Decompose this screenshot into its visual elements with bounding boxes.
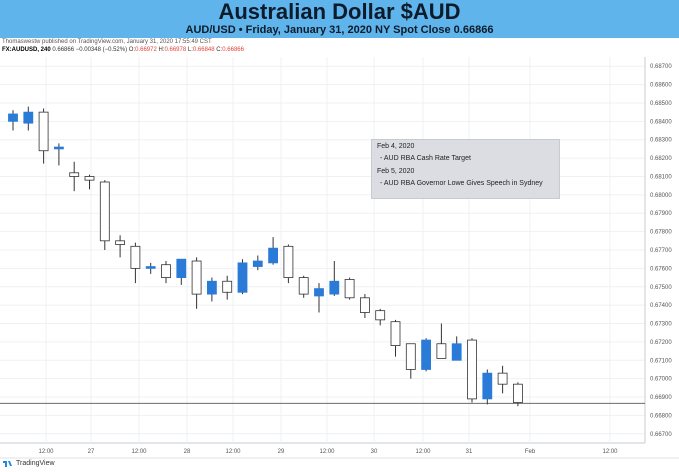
candle-body [8,113,18,122]
candle-body [482,372,493,400]
y-tick-label: 0.68300 [650,138,672,144]
close-label: C: [216,47,223,53]
y-tick-label: 0.67600 [650,266,672,272]
y-tick-label: 0.67200 [650,340,672,346]
x-tick-label: 31 [466,449,473,455]
x-tick-label: Feb [525,449,536,455]
candle-body [405,343,416,370]
symbol-info-bar: FX:AUDUSD, 240 0.66866 −0.00348 (−0.52%)… [2,47,244,53]
y-tick-label: 0.67000 [650,377,672,383]
y-tick-label: 0.67100 [650,358,672,364]
chart-title: Australian Dollar $AUD [218,0,461,24]
candle-body [268,247,279,264]
high-value: 0.66978 [164,47,187,53]
candle-body [237,262,248,293]
event-date-1: Feb 4, 2020 [377,143,415,150]
x-tick-label: 28 [184,449,191,455]
candle-body [252,260,263,267]
low-value: 0.66848 [192,47,215,53]
candle-body [314,288,324,297]
candle-body [421,339,432,370]
x-tick-label: 30 [371,449,378,455]
y-tick-label: 0.68200 [650,156,672,162]
y-tick-label: 0.67900 [650,211,672,217]
candle-body [344,279,355,299]
candle-body [38,111,49,152]
candle-body [390,321,401,346]
x-tick-label: 12:00 [319,449,335,455]
candle-body [283,245,294,278]
x-tick-label: 12:00 [225,449,241,455]
y-tick-label: 0.67500 [650,285,672,291]
close-value: 0.66866 [222,47,244,53]
y-tick-label: 0.68100 [650,174,672,180]
candle-body [298,277,309,295]
y-tick-label: 0.68400 [650,119,672,125]
candle-body [84,176,95,181]
candle-body [497,372,508,385]
candle-body [222,280,233,293]
candle-body [375,310,386,321]
y-tick-label: 0.68500 [650,101,672,107]
event-text-1: - AUD RBA Cash Rate Target [380,155,471,162]
tradingview-logo-icon [3,461,12,467]
y-tick-label: 0.67800 [650,230,672,236]
y-tick-label: 0.66700 [650,432,672,438]
open-label: O: [128,47,136,53]
candle-body [436,343,447,359]
y-tick-label: 0.67700 [650,248,672,254]
y-tick-label: 0.67300 [650,322,672,328]
candle-body [69,172,80,177]
event-annotation-box: Feb 4, 2020 - AUD RBA Cash Rate Target F… [371,139,560,199]
x-tick-label: 12:00 [602,449,618,455]
low-label: L: [187,47,193,53]
chart-subtitle: AUD/USD • Friday, January 31, 2020 NY Sp… [185,24,494,36]
price-change: −0.00348 (−0.52%) [75,47,128,53]
chart-header [0,0,679,38]
event-date-2: Feb 5, 2020 [377,168,415,175]
candle-body [130,245,141,269]
candle-body [191,260,202,295]
open-value: 0.66972 [135,47,157,53]
publish-info: Thomaswestw published on TradingView.com… [2,39,212,45]
candle-body [451,343,462,361]
symbol-label: FX:AUDUSD, 240 [2,47,51,53]
tradingview-logo[interactable]: TradingView [3,460,55,467]
candle-body [329,280,340,295]
y-tick-label: 0.68700 [650,64,672,70]
candle-body [206,280,217,295]
y-tick-label: 0.66800 [650,413,672,419]
candle-body [161,264,171,278]
x-tick-label: 27 [88,449,95,455]
x-tick-label: 12:00 [415,449,431,455]
candle-body [145,266,156,269]
tradingview-logo-text: TradingView [16,460,55,467]
candle-body [513,383,523,403]
candle-body [115,240,125,245]
high-label: H: [158,47,165,53]
candle-body [54,146,64,150]
x-tick-label: 12:00 [131,449,147,455]
y-tick-label: 0.68600 [650,83,672,89]
y-tick-label: 0.68000 [650,193,672,199]
x-tick-label: 29 [278,449,285,455]
event-text-2: - AUD RBA Governor Lowe Gives Speech in … [380,180,543,187]
candle-body [467,339,477,400]
candle-body [99,181,110,242]
last-price: 0.66866 [52,47,75,53]
y-tick-label: 0.66900 [650,395,672,401]
candle-body [176,258,187,278]
x-tick-label: 12:00 [38,449,54,455]
y-tick-label: 0.67400 [650,303,672,309]
candle-body [23,111,34,124]
candle-body [359,297,370,313]
